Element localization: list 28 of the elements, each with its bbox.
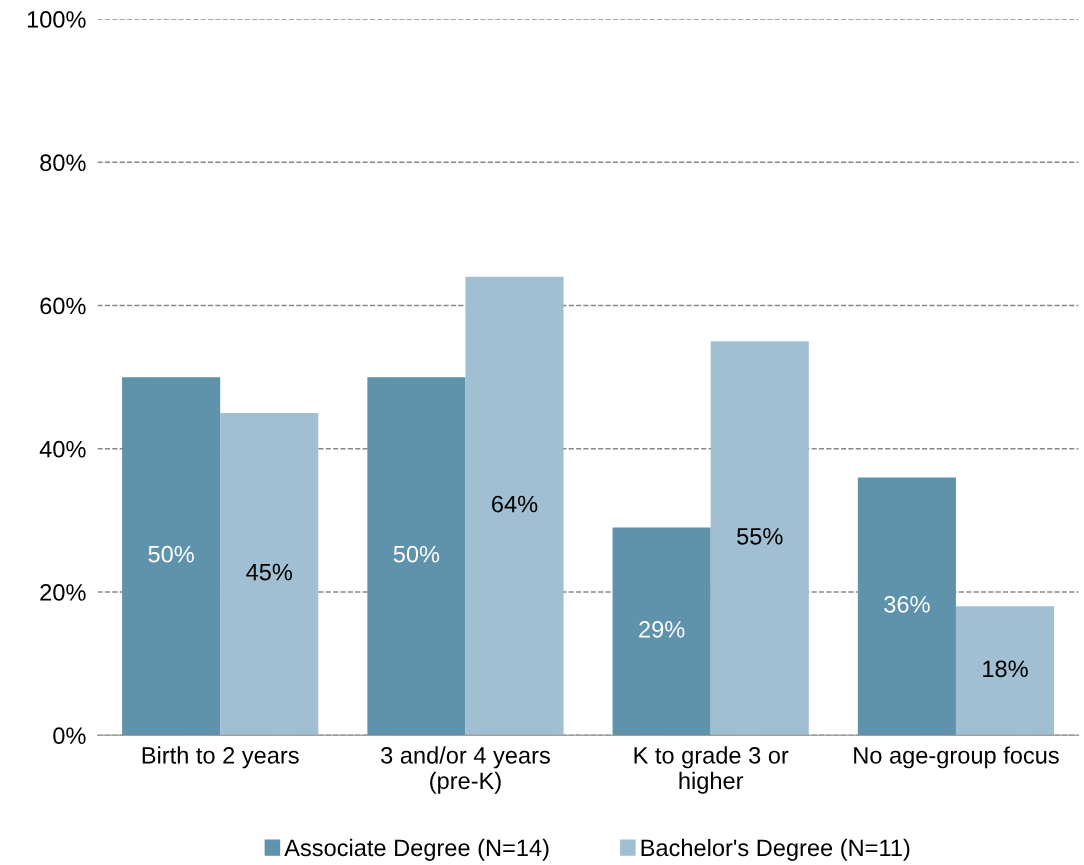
data-label: 36% [884, 595, 930, 613]
y-tick-label: 100% [27, 11, 86, 28]
y-tick-label: 40% [39, 440, 86, 458]
data-label: 29% [639, 621, 685, 638]
legend-label: Bachelor's Degree (N=11) [641, 838, 910, 861]
bar [710, 341, 809, 736]
data-label: 45% [246, 563, 293, 581]
bar [857, 477, 956, 736]
bar [465, 276, 564, 736]
x-tick-label: 3 and/or 4 years (pre-K) [381, 746, 550, 794]
data-label: 64% [492, 495, 538, 513]
bar [220, 412, 319, 736]
x-tick-label: Birth to 2 years [142, 746, 299, 769]
y-tick-label: 80% [40, 154, 86, 172]
y-tick-label: 20% [40, 584, 86, 601]
data-label: 50% [148, 545, 194, 563]
bar [122, 377, 221, 736]
data-label: 55% [737, 528, 783, 545]
y-tick-label: 60% [40, 297, 86, 315]
y-tick-label: 0% [53, 727, 86, 745]
legend-label: Associate Degree (N=14) [284, 838, 549, 861]
data-label: 50% [393, 545, 440, 563]
x-tick-label: No age-group focus [854, 746, 1059, 769]
bar [612, 527, 711, 736]
bar [367, 377, 466, 736]
x-tick-label: K to grade 3 or higher [634, 746, 789, 794]
bar [955, 606, 1055, 736]
data-label: 18% [983, 660, 1028, 678]
